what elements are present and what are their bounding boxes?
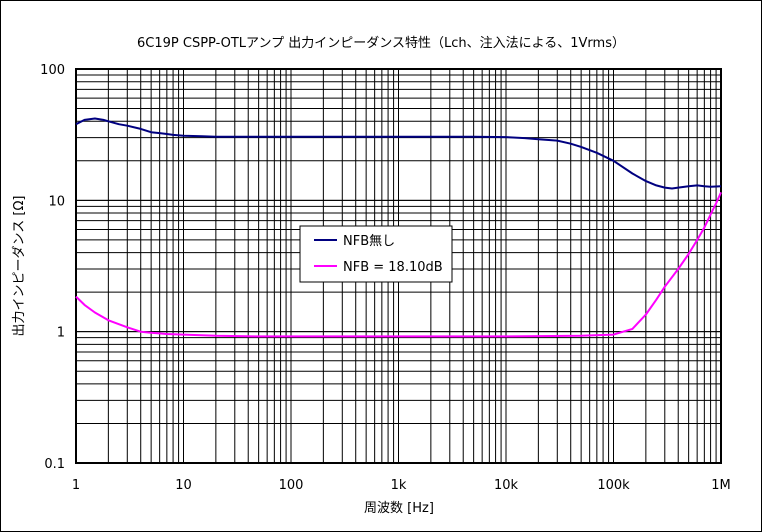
x-tick-label: 1k <box>391 478 407 493</box>
x-axis-label: 周波数 [Hz] <box>364 501 434 516</box>
chart-title: 6C19P CSPP-OTLアンプ 出力インピーダンス特性（Lch、注入法による… <box>137 36 625 51</box>
legend-box <box>299 225 453 283</box>
x-tick-label: 100k <box>597 478 630 493</box>
y-tick-label: 0.1 <box>44 457 65 472</box>
x-tick-label: 1M <box>711 478 731 493</box>
y-tick-label: 100 <box>40 63 65 78</box>
series-group <box>75 117 722 338</box>
x-tick-label: 10k <box>494 478 519 493</box>
y-tick-label: 1 <box>57 326 65 341</box>
x-tick-label: 1 <box>72 478 80 493</box>
series-line-0 <box>75 117 722 190</box>
x-tick-labels: 1 10 100 1k 10k 100k 1M <box>72 478 731 493</box>
y-tick-label: 10 <box>48 194 65 209</box>
series-line-1 <box>75 191 722 338</box>
x-tick-label: 100 <box>279 478 304 493</box>
y-axis-label: 出力インピーダンス [Ω] <box>12 196 27 337</box>
legend-label-nfb-off: NFB無し <box>343 234 395 249</box>
y-tick-labels: 0.1 1 10 100 <box>40 63 65 472</box>
x-tick-label: 10 <box>175 478 192 493</box>
legend: NFB無し NFB = 18.10dB <box>299 225 453 283</box>
legend-label-nfb-on: NFB = 18.10dB <box>343 260 443 275</box>
plot-area-border <box>75 68 722 464</box>
